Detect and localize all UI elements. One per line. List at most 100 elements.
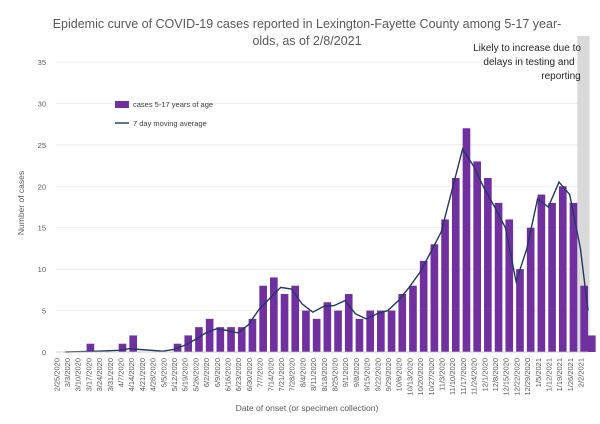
- case-bar: [195, 327, 203, 352]
- x-tick-label: 2/2/2021: [577, 358, 586, 387]
- y-tick-label: 30: [38, 99, 46, 108]
- x-tick-label: 5/19/2020: [181, 358, 190, 391]
- x-tick-label: 5/5/2020: [159, 358, 168, 387]
- x-tick-label: 5/12/2020: [170, 358, 179, 391]
- x-tick-label: 9/1/2020: [341, 358, 350, 387]
- y-tick-label: 15: [38, 224, 46, 233]
- case-bar: [323, 302, 332, 352]
- x-tick-label: 12/15/2020: [502, 358, 511, 396]
- case-bar: [129, 335, 138, 352]
- case-bar: [484, 178, 492, 352]
- y-tick-label: 0: [42, 348, 46, 357]
- case-bar: [537, 194, 546, 352]
- x-tick-label: 3/3/2020: [63, 358, 72, 387]
- case-bar: [505, 219, 514, 352]
- case-bar: [205, 318, 214, 352]
- case-bar: [248, 318, 257, 352]
- x-tick-label: 12/8/2020: [491, 358, 500, 391]
- x-tick-label: 7/14/2020: [266, 358, 275, 391]
- x-tick-label: 1/19/2021: [555, 358, 564, 391]
- case-bar: [312, 318, 321, 352]
- x-tick-label: 9/22/2020: [373, 358, 382, 391]
- legend-bar-label: cases 5-17 years of age: [133, 100, 213, 109]
- x-tick-label: 9/15/2020: [363, 358, 372, 391]
- bar-series: [86, 128, 596, 352]
- x-tick-label: 4/14/2020: [127, 358, 136, 391]
- case-bar: [259, 285, 267, 352]
- case-bar: [548, 202, 556, 352]
- chart-title-line-1: Epidemic curve of COVID-19 cases reporte…: [53, 17, 562, 31]
- x-tick-label: 8/4/2020: [298, 358, 307, 387]
- x-tick-label: 12/22/2020: [512, 358, 521, 396]
- x-tick-label: 10/13/2020: [405, 358, 414, 396]
- x-tick-label: 6/16/2020: [224, 358, 233, 391]
- case-bar: [569, 202, 578, 352]
- y-tick-label: 35: [38, 58, 46, 67]
- x-tick-label: 5/26/2020: [191, 358, 200, 391]
- x-tick-label: 10/27/2020: [427, 358, 436, 396]
- x-tick-label: 11/17/2020: [459, 358, 468, 395]
- delay-annotation: Likely to increase due to delays in test…: [473, 43, 581, 82]
- x-tick-label: 8/25/2020: [331, 358, 340, 391]
- case-bar: [580, 285, 588, 352]
- x-tick-label: 6/2/2020: [202, 358, 211, 387]
- x-tick-label: 12/29/2020: [523, 358, 532, 396]
- x-tick-label: 10/20/2020: [416, 358, 425, 396]
- y-axis-ticks: 0 5 10 15 20 25 30 35: [38, 58, 46, 357]
- case-bar: [355, 318, 364, 352]
- chart-title-line-2: olds, as of 2/8/2021: [252, 34, 361, 48]
- case-bar: [291, 285, 300, 352]
- annotation-line-3: reporting: [541, 71, 580, 82]
- legend-bar-swatch: [115, 101, 129, 108]
- x-tick-label: 6/9/2020: [213, 358, 222, 387]
- x-tick-label: 1/5/2021: [534, 358, 543, 387]
- case-bar: [270, 277, 278, 352]
- case-bar: [334, 310, 342, 352]
- case-bar: [526, 227, 535, 352]
- x-tick-label: 11/10/2020: [448, 358, 457, 395]
- case-bar: [462, 128, 471, 352]
- case-bar: [302, 310, 310, 352]
- annotation-line-2: delays in testing and: [483, 57, 574, 68]
- moving-average-line: [65, 147, 589, 353]
- case-bar: [366, 310, 374, 352]
- reporting-delay-shading: [577, 36, 590, 352]
- x-tick-label: 11/24/2020: [470, 358, 479, 395]
- case-bar: [430, 244, 439, 352]
- y-axis-label: Number of cases: [16, 171, 26, 235]
- y-tick-label: 25: [38, 141, 46, 150]
- x-tick-label: 2/25/2020: [52, 358, 61, 391]
- case-bar: [451, 178, 460, 352]
- x-tick-label: 3/10/2020: [74, 358, 83, 391]
- case-bar: [516, 269, 524, 352]
- x-axis-label: Date of onset (or specimen collection): [236, 403, 379, 413]
- legend-line-label: 7 day moving average: [133, 119, 207, 128]
- annotation-line-1: Likely to increase due to: [473, 43, 581, 54]
- case-bar: [409, 285, 417, 352]
- case-bar: [558, 186, 567, 352]
- case-bar: [588, 335, 596, 352]
- x-tick-label: 10/6/2020: [395, 358, 404, 391]
- case-bar: [387, 310, 396, 352]
- x-tick-label: 6/23/2020: [234, 358, 243, 391]
- case-bar: [377, 310, 385, 352]
- x-tick-label: 3/31/2020: [106, 358, 115, 391]
- y-tick-label: 5: [42, 307, 46, 316]
- case-bar: [227, 327, 235, 352]
- x-axis-ticks: 2/25/2020 3/3/2020 3/10/2020 3/17/2020 3/24/…: [52, 358, 585, 396]
- y-tick-label: 20: [38, 182, 46, 191]
- x-tick-label: 4/7/2020: [117, 358, 126, 387]
- x-tick-label: 12/1/2020: [480, 358, 489, 391]
- x-tick-label: 1/12/2021: [545, 358, 554, 391]
- x-tick-label: 3/17/2020: [84, 358, 93, 391]
- gridlines: [56, 61, 588, 311]
- x-tick-label: 8/18/2020: [320, 358, 329, 391]
- case-bar: [494, 202, 503, 352]
- case-bar: [86, 343, 95, 352]
- x-tick-label: 7/28/2020: [288, 358, 297, 391]
- case-bar: [118, 343, 127, 352]
- x-tick-label: 9/29/2020: [384, 358, 393, 391]
- y-tick-label: 10: [38, 265, 46, 274]
- case-bar: [441, 219, 449, 352]
- legend: cases 5-17 years of age 7 day moving ave…: [115, 100, 213, 128]
